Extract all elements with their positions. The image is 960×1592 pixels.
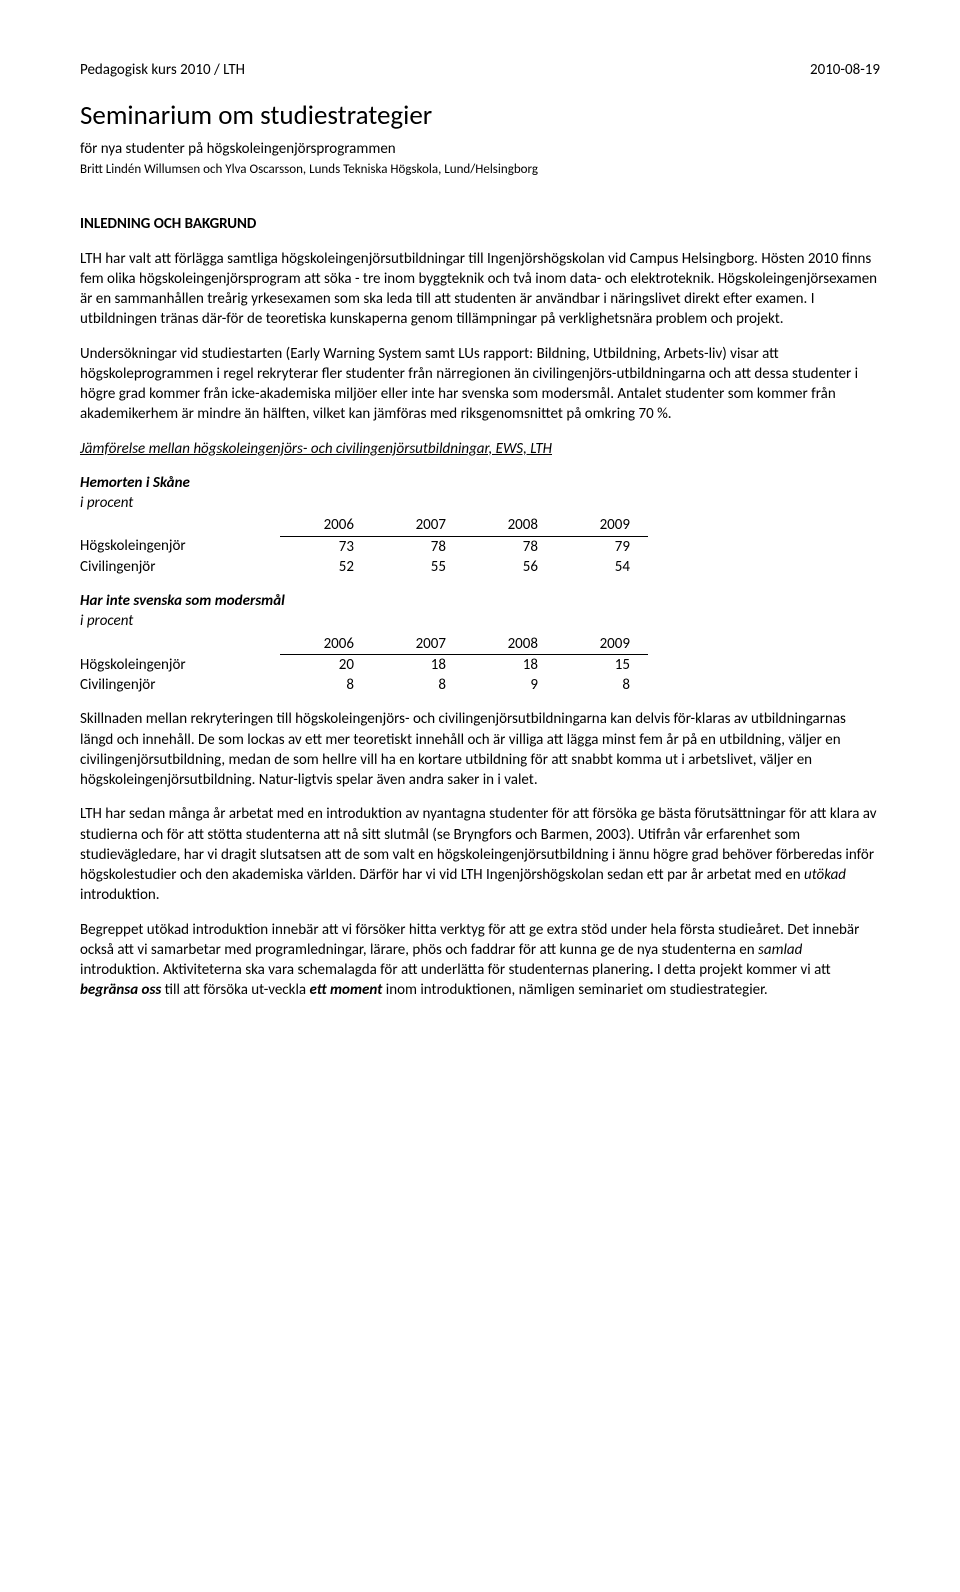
table-row-label: Civilingenjör: [80, 675, 280, 695]
table-1: 2006 2007 2008 2009 Högskoleingenjör 73 …: [80, 515, 648, 577]
table-header-empty: [80, 634, 280, 655]
para4-emph: utökad: [804, 866, 846, 884]
table-2: 2006 2007 2008 2009 Högskoleingenjör 20 …: [80, 634, 648, 696]
page-header: Pedagogisk kurs 2010 / LTH 2010-08-19: [80, 60, 880, 80]
paragraph-1: LTH har valt att förlägga samtliga högsk…: [80, 249, 880, 330]
para4-text: introduktion.: [80, 886, 160, 904]
table-row-label: Civilingenjör: [80, 557, 280, 577]
comparison-heading: Jämförelse mellan högskoleingenjörs- och…: [80, 439, 880, 459]
table-cell: 18: [372, 654, 464, 675]
table-cell: 54: [556, 557, 648, 577]
table-row: Högskoleingenjör 73 78 78 79: [80, 536, 648, 557]
authors-line: Britt Lindén Willumsen och Ylva Oscarsso…: [80, 161, 880, 179]
table-header-year: 2006: [280, 515, 372, 536]
table-header-year: 2007: [372, 634, 464, 655]
table-cell: 9: [464, 675, 556, 695]
table-header-year: 2007: [372, 515, 464, 536]
table-row: Civilingenjör 8 8 9 8: [80, 675, 648, 695]
table-cell: 20: [280, 654, 372, 675]
paragraph-4: LTH har sedan många år arbetat med en in…: [80, 804, 880, 905]
para5-text: till att försöka ut-veckla: [161, 981, 309, 999]
paragraph-2: Undersökningar vid studiestarten (Early …: [80, 344, 880, 425]
table-2-block: Har inte svenska som modersmål i procent…: [80, 591, 880, 695]
table-1-sub: i procent: [80, 493, 880, 513]
table-row: 2006 2007 2008 2009: [80, 634, 648, 655]
table-cell: 8: [280, 675, 372, 695]
para5-text: I detta projekt kommer vi att: [654, 961, 831, 979]
table-row: Civilingenjör 52 55 56 54: [80, 557, 648, 577]
header-right: 2010-08-19: [810, 60, 880, 80]
page-title: Seminarium om studiestrategier: [80, 98, 880, 134]
header-left: Pedagogisk kurs 2010 / LTH: [80, 60, 245, 80]
table-cell: 78: [372, 536, 464, 557]
table-cell: 8: [556, 675, 648, 695]
table-cell: 56: [464, 557, 556, 577]
table-header-year: 2009: [556, 634, 648, 655]
table-2-title: Har inte svenska som modersmål: [80, 591, 880, 611]
table-2-sub: i procent: [80, 611, 880, 631]
para5-bolditalic: begränsa oss: [80, 981, 161, 999]
table-cell: 79: [556, 536, 648, 557]
page-subtitle: för nya studenter på högskoleingenjörspr…: [80, 139, 880, 159]
para5-bolditalic: ett moment: [309, 981, 382, 999]
table-header-year: 2008: [464, 515, 556, 536]
paragraph-3: Skillnaden mellan rekryteringen till hög…: [80, 709, 880, 790]
table-cell: 52: [280, 557, 372, 577]
table-1-title: Hemorten i Skåne: [80, 473, 880, 493]
table-cell: 15: [556, 654, 648, 675]
table-row-label: Högskoleingenjör: [80, 654, 280, 675]
table-1-block: Hemorten i Skåne i procent 2006 2007 200…: [80, 473, 880, 577]
table-row-label: Högskoleingenjör: [80, 536, 280, 557]
table-row: Högskoleingenjör 20 18 18 15: [80, 654, 648, 675]
table-row: 2006 2007 2008 2009: [80, 515, 648, 536]
para5-text: introduktion. Aktiviteterna ska vara sch…: [80, 961, 649, 979]
table-cell: 73: [280, 536, 372, 557]
table-cell: 18: [464, 654, 556, 675]
para5-emph: samlad: [758, 941, 802, 959]
table-cell: 8: [372, 675, 464, 695]
para5-text: inom introduktionen, nämligen seminariet…: [382, 981, 767, 999]
table-header-empty: [80, 515, 280, 536]
para4-text: LTH har sedan många år arbetat med en in…: [80, 805, 877, 884]
table-header-year: 2009: [556, 515, 648, 536]
paragraph-5: Begreppet utökad introduktion innebär at…: [80, 920, 880, 1001]
para5-text: Begreppet utökad introduktion innebär at…: [80, 921, 859, 959]
section-heading: INLEDNING OCH BAKGRUND: [80, 214, 880, 234]
table-cell: 55: [372, 557, 464, 577]
table-header-year: 2008: [464, 634, 556, 655]
table-header-year: 2006: [280, 634, 372, 655]
table-cell: 78: [464, 536, 556, 557]
